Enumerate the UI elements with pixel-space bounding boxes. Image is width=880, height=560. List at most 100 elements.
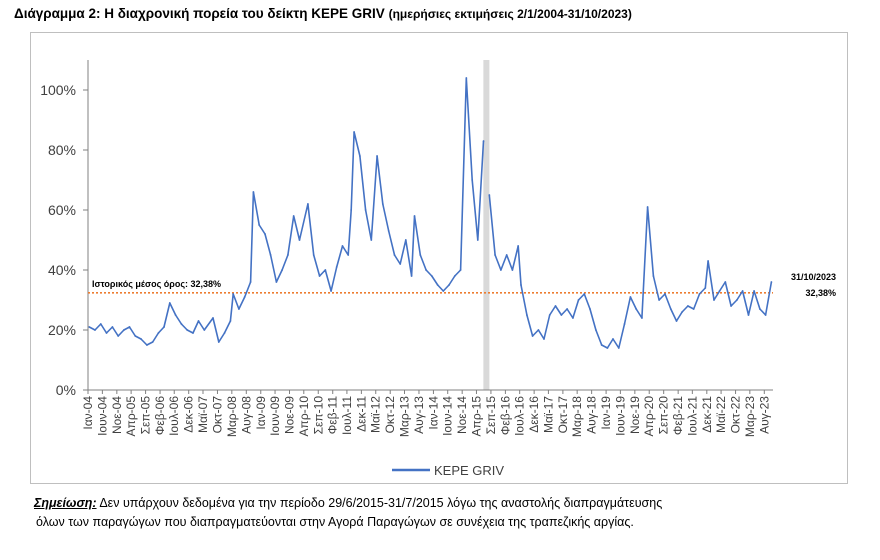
data-point bbox=[753, 290, 755, 292]
chart-title: Διάγραμμα 2: Η διαχρονική πορεία του δεί… bbox=[14, 6, 874, 21]
data-point bbox=[476, 239, 479, 241]
data-point bbox=[140, 338, 142, 340]
data-point bbox=[566, 308, 569, 310]
data-point bbox=[229, 320, 232, 322]
data-point bbox=[335, 266, 338, 268]
x-tick-label: Ιαν-09 bbox=[254, 396, 268, 430]
data-point bbox=[168, 302, 171, 304]
x-tick-label: Απρ-15 bbox=[469, 396, 483, 437]
data-point bbox=[376, 155, 378, 157]
x-tick-label: Ιουν-04 bbox=[95, 396, 109, 436]
data-point bbox=[425, 269, 427, 271]
x-tick-label: Σεπ-15 bbox=[484, 396, 498, 435]
data-point bbox=[436, 284, 439, 286]
data-point bbox=[281, 269, 284, 271]
data-point bbox=[203, 329, 206, 331]
data-point bbox=[707, 260, 710, 262]
data-point bbox=[494, 254, 496, 256]
data-point bbox=[692, 308, 695, 310]
chart-frame bbox=[30, 32, 848, 484]
x-tick-label: Νοε-14 bbox=[455, 396, 469, 434]
x-tick-label: Ιαν-04 bbox=[81, 396, 95, 430]
x-tick-label: Μαϊ-07 bbox=[196, 396, 210, 433]
x-tick-label: Μαρ-18 bbox=[570, 396, 584, 437]
data-point bbox=[330, 290, 333, 292]
x-tick-label: Ιουν-09 bbox=[268, 396, 282, 436]
data-point bbox=[399, 263, 402, 265]
data-point bbox=[387, 230, 390, 232]
data-point bbox=[353, 131, 355, 133]
data-point bbox=[764, 314, 767, 316]
data-point bbox=[312, 254, 315, 256]
x-tick-label: Αυγ-23 bbox=[757, 396, 771, 434]
x-tick-label: Οκτ-07 bbox=[210, 396, 224, 434]
x-tick-label: Αυγ-08 bbox=[239, 396, 253, 434]
x-tick-label: Ιαν-19 bbox=[599, 396, 613, 430]
data-point bbox=[341, 245, 344, 247]
data-point bbox=[652, 275, 655, 277]
data-point bbox=[669, 308, 672, 310]
data-point bbox=[324, 269, 327, 271]
data-point bbox=[505, 254, 508, 256]
data-point bbox=[157, 332, 160, 334]
x-tick-label: Σεπ-20 bbox=[657, 396, 671, 435]
series-line-griv bbox=[488, 194, 773, 349]
data-point bbox=[606, 347, 609, 349]
data-point bbox=[358, 155, 361, 157]
data-point bbox=[646, 206, 649, 208]
data-point bbox=[560, 314, 563, 316]
data-point bbox=[292, 215, 295, 217]
x-tick-label: Δεκ-06 bbox=[182, 396, 196, 433]
end-annotation-date: 31/10/2023 bbox=[791, 272, 836, 282]
data-point bbox=[770, 281, 773, 283]
data-point bbox=[419, 254, 422, 256]
x-tick-label: Μαρ-13 bbox=[397, 396, 411, 437]
data-point bbox=[735, 299, 738, 301]
data-point bbox=[243, 296, 246, 298]
x-tick-label: Ιουλ-11 bbox=[340, 396, 354, 435]
series-line-griv bbox=[88, 77, 485, 346]
y-tick-label: 100% bbox=[40, 82, 76, 98]
y-tick-label: 0% bbox=[56, 382, 76, 398]
footnote-text-2: όλων των παραγώγων που διαπραγματεύονται… bbox=[36, 515, 634, 529]
data-point bbox=[658, 299, 661, 301]
data-point bbox=[287, 254, 289, 256]
data-point bbox=[681, 311, 684, 313]
data-point bbox=[686, 305, 689, 307]
x-tick-label: Μαϊ-22 bbox=[714, 396, 728, 433]
chart-title-main: Διάγραμμα 2: Η διαχρονική πορεία του δεί… bbox=[14, 6, 385, 21]
data-point bbox=[453, 275, 456, 277]
chart-title-sub: (ημερήσιες εκτιμήσεις 2/1/2004-31/10/202… bbox=[388, 7, 632, 21]
data-point bbox=[258, 224, 261, 226]
data-point bbox=[350, 209, 353, 211]
data-point bbox=[404, 239, 407, 241]
data-point bbox=[747, 314, 750, 316]
x-tick-label: Ιουλ-16 bbox=[513, 396, 527, 436]
footnote-text-1: Δεν υπάρχουν δεδομένα για την περίοδο 29… bbox=[99, 496, 663, 510]
data-point bbox=[718, 290, 721, 292]
data-point bbox=[146, 344, 148, 346]
data-point bbox=[223, 332, 226, 334]
footnote: Σημείωση: Δεν υπάρχουν δεδομένα για την … bbox=[34, 494, 864, 532]
data-point bbox=[264, 233, 266, 235]
data-point bbox=[442, 290, 445, 292]
data-point bbox=[594, 329, 597, 331]
data-point bbox=[741, 290, 744, 292]
x-tick-label: Ιουλ-06 bbox=[167, 396, 181, 436]
x-tick-label: Σεπ-05 bbox=[139, 396, 153, 435]
end-annotation-value: 32,38% bbox=[805, 288, 836, 298]
data-point bbox=[543, 338, 545, 340]
data-point bbox=[499, 269, 502, 271]
data-point bbox=[134, 335, 137, 337]
data-point bbox=[517, 245, 520, 247]
x-tick-label: Ιουν-14 bbox=[441, 396, 455, 436]
data-point bbox=[583, 293, 586, 295]
x-tick-label: Ιαν-14 bbox=[426, 396, 440, 430]
y-tick-label: 40% bbox=[48, 262, 76, 278]
data-point bbox=[393, 254, 396, 256]
x-tick-label: Απρ-20 bbox=[642, 396, 656, 437]
x-tick-label: Απρ-10 bbox=[297, 396, 311, 437]
x-tick-label: Δεκ-11 bbox=[354, 396, 368, 432]
data-point bbox=[174, 314, 177, 316]
data-point bbox=[381, 203, 384, 205]
